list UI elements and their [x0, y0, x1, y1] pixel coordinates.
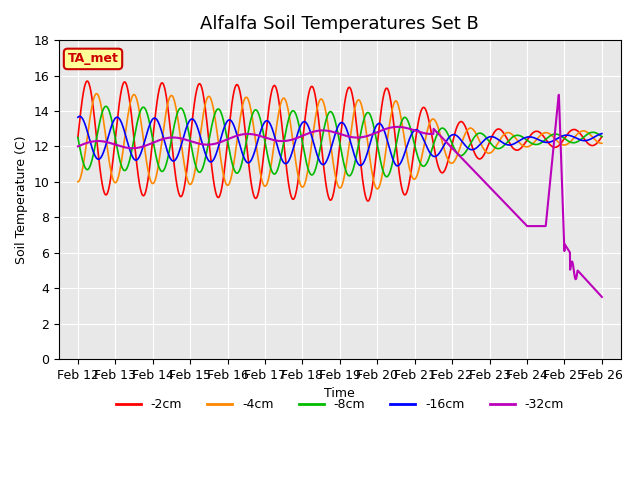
- -16cm: [598, 131, 605, 136]
- -32cm: [100, 139, 108, 144]
- -32cm: [315, 128, 323, 133]
- -32cm: [486, 185, 494, 191]
- -16cm: [329, 139, 337, 144]
- -2cm: [598, 134, 605, 140]
- -8cm: [102, 103, 109, 109]
- -8cm: [487, 141, 495, 146]
- -2cm: [584, 140, 591, 145]
- Line: -4cm: -4cm: [78, 94, 602, 189]
- -32cm: [583, 278, 591, 284]
- -8cm: [100, 104, 108, 110]
- -16cm: [487, 134, 495, 140]
- -2cm: [364, 198, 372, 204]
- -16cm: [76, 113, 84, 119]
- Line: -8cm: -8cm: [78, 106, 602, 177]
- -16cm: [74, 114, 82, 120]
- -2cm: [74, 135, 82, 141]
- -8cm: [329, 111, 337, 117]
- -2cm: [315, 120, 323, 126]
- -8cm: [315, 152, 323, 157]
- -4cm: [74, 179, 82, 185]
- -8cm: [584, 132, 591, 137]
- Line: -32cm: -32cm: [78, 95, 602, 297]
- -32cm: [329, 129, 337, 135]
- -16cm: [101, 145, 109, 151]
- -16cm: [394, 163, 401, 169]
- X-axis label: Time: Time: [324, 387, 355, 400]
- -8cm: [74, 135, 82, 141]
- -2cm: [487, 136, 495, 142]
- -32cm: [598, 294, 605, 300]
- Y-axis label: Soil Temperature (C): Soil Temperature (C): [15, 135, 28, 264]
- -32cm: [583, 277, 591, 283]
- -8cm: [583, 132, 591, 137]
- -16cm: [583, 137, 591, 143]
- Line: -16cm: -16cm: [78, 116, 602, 166]
- -2cm: [83, 78, 91, 84]
- -4cm: [598, 141, 605, 146]
- -2cm: [583, 140, 591, 145]
- -16cm: [584, 137, 591, 143]
- -4cm: [101, 127, 109, 133]
- -32cm: [555, 92, 563, 97]
- -8cm: [383, 174, 390, 180]
- -16cm: [315, 157, 323, 163]
- -4cm: [584, 129, 591, 135]
- Line: -2cm: -2cm: [78, 81, 602, 201]
- -4cm: [93, 91, 100, 96]
- -2cm: [101, 191, 109, 197]
- -8cm: [598, 134, 605, 140]
- -4cm: [487, 150, 495, 156]
- -32cm: [74, 144, 82, 149]
- Title: Alfalfa Soil Temperatures Set B: Alfalfa Soil Temperatures Set B: [200, 15, 479, 33]
- -2cm: [329, 193, 337, 199]
- -4cm: [583, 129, 591, 135]
- Legend: -2cm, -4cm, -8cm, -16cm, -32cm: -2cm, -4cm, -8cm, -16cm, -32cm: [111, 394, 569, 417]
- Text: TA_met: TA_met: [68, 52, 118, 65]
- -4cm: [329, 158, 337, 164]
- -4cm: [373, 186, 381, 192]
- -4cm: [315, 99, 323, 105]
